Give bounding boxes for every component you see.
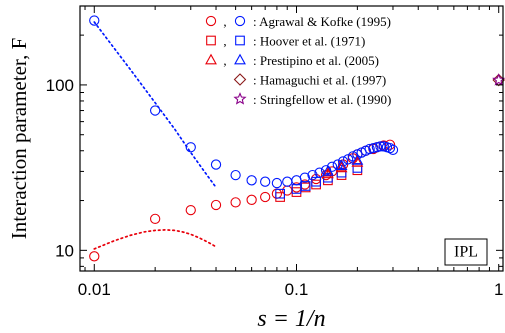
point-circle-red [246, 194, 257, 205]
point-circle-blue [260, 176, 271, 187]
point-circle-blue [210, 159, 222, 170]
point-circle-blue [271, 177, 283, 189]
x-tick-label: 1 [494, 280, 503, 299]
point-circle-blue [364, 143, 375, 155]
x-axis-label: s = 1/n [257, 306, 325, 332]
point-square-blue [275, 188, 285, 199]
point-triangle-red [351, 156, 364, 167]
point-circle-red [210, 199, 222, 211]
point-circle-blue [89, 15, 100, 26]
point-circle-blue [368, 142, 379, 154]
point-triangle-blue [321, 165, 334, 176]
legend-label: : Hoover et al. (1971) [253, 34, 365, 49]
point-circle-red [149, 213, 161, 225]
legend-marker-circle-blue [234, 15, 246, 27]
point-circle-blue [384, 142, 396, 154]
legend-label: : Hamaguchi et al. (1997) [253, 73, 386, 88]
point-square-blue [311, 176, 321, 187]
curve-blue-0 [93, 21, 217, 189]
x-tick-label: 0.01 [78, 280, 111, 299]
point-square-blue [300, 181, 311, 191]
legend-marker-triangle-blue [234, 53, 246, 65]
legend-marker-star-purple [233, 92, 247, 105]
point-triangle-blue [351, 154, 364, 165]
legend-marker-square-blue [235, 35, 245, 46]
point-square-blue [336, 167, 347, 178]
point-square-red [311, 179, 321, 190]
point-circle-blue [387, 144, 399, 156]
point-circle-red [384, 139, 396, 150]
curves-layer [93, 21, 217, 250]
legend-marker-triangle-red [205, 53, 217, 65]
point-circle-blue [282, 176, 293, 187]
ticks-layer: 0.01 0.1 1 10 100 [46, 5, 503, 299]
point-circle-blue [246, 175, 257, 186]
point-circle-blue [149, 105, 161, 116]
point-circle-red [185, 204, 196, 216]
point-circle-blue [299, 172, 311, 183]
point-square-red [352, 165, 363, 176]
legend-label: : Prestipino et al. (2005) [253, 53, 379, 68]
legend-marker-square-red [206, 35, 216, 46]
point-circle-red [260, 191, 271, 203]
point-circle-red [89, 251, 100, 262]
legend-label: : Agrawal & Kofke (1995) [253, 14, 391, 29]
annotation-ipl-text: IPL [454, 244, 478, 261]
legend-marker-diamond-brown [233, 73, 247, 86]
legend-marker-circle-red [205, 15, 217, 27]
point-triangle-red [321, 167, 334, 179]
point-circle-blue [375, 141, 386, 152]
point-circle-blue [185, 142, 196, 153]
plot-frame [79, 5, 504, 272]
point-circle-red [271, 188, 283, 199]
point-square-blue [352, 163, 363, 173]
legend-label: : Stringfellow et al. (1990) [253, 92, 391, 107]
point-circle-blue [291, 175, 302, 186]
point-circle-blue [230, 169, 241, 181]
point-square-blue [291, 184, 302, 194]
x-tick-label: 0.1 [285, 280, 309, 299]
point-circle-red [230, 197, 241, 208]
legend-comma: , [223, 34, 226, 49]
legend: , : Agrawal & Kofke (1995), : Hoover et al… [205, 14, 391, 107]
y-axis-label: Interaction parameter, F [7, 38, 31, 239]
legend-comma: , [223, 53, 226, 68]
curve-red-1 [93, 228, 217, 250]
point-triangle-red [335, 161, 348, 173]
y-tick-label: 10 [55, 241, 74, 260]
y-tick-label: 100 [46, 76, 74, 95]
legend-comma: , [223, 14, 226, 29]
marks-layer [89, 15, 505, 262]
annotation-ipl: IPL [444, 238, 488, 266]
point-triangle-blue [335, 159, 348, 171]
point-star-purple [492, 73, 505, 86]
